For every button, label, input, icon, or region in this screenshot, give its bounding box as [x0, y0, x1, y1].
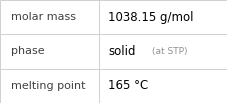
Text: (at STP): (at STP) — [151, 47, 186, 56]
Text: solid: solid — [108, 45, 135, 58]
Text: phase: phase — [11, 46, 45, 57]
Text: 165 °C: 165 °C — [108, 79, 148, 92]
Text: melting point: melting point — [11, 81, 86, 91]
Text: 1038.15 g/mol: 1038.15 g/mol — [108, 11, 193, 24]
Text: molar mass: molar mass — [11, 12, 76, 22]
Text: solid: solid — [108, 45, 143, 58]
